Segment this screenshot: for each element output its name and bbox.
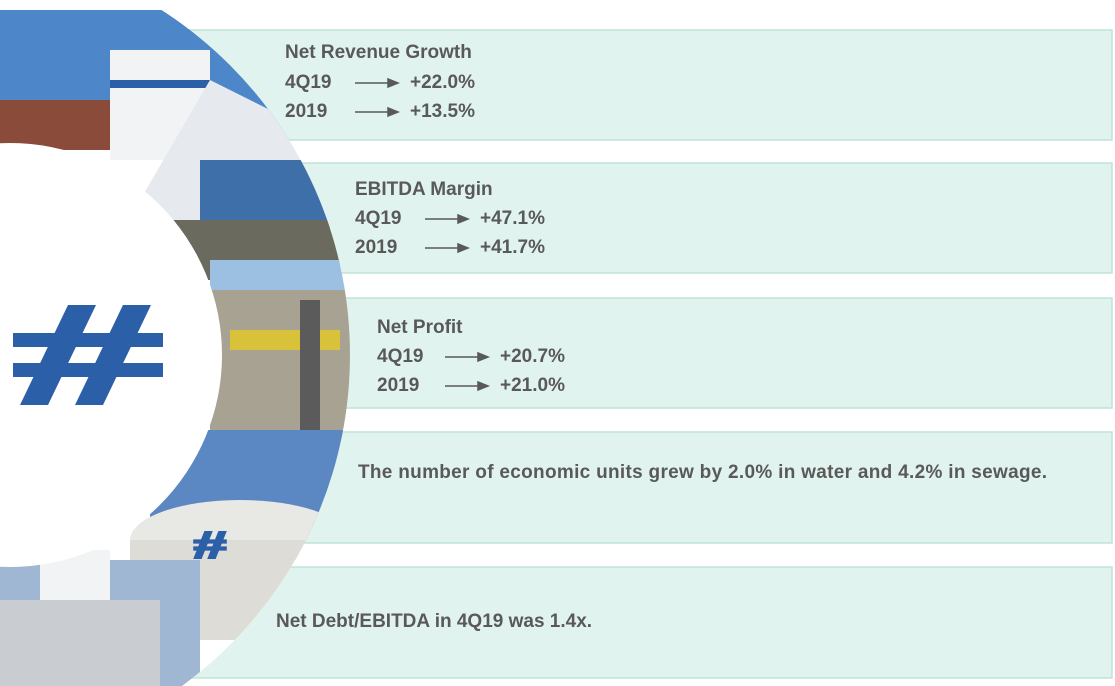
logo bbox=[13, 305, 163, 405]
period: 2019 bbox=[377, 375, 420, 396]
value: +22.0% bbox=[410, 72, 475, 93]
note: The number of economic units grew by 2.0… bbox=[358, 462, 1048, 483]
panel-title: Net Profit bbox=[377, 317, 463, 338]
period: 2019 bbox=[355, 237, 398, 258]
note: Net Debt/EBITDA in 4Q19 was 1.4x. bbox=[276, 611, 593, 632]
arrows bbox=[355, 77, 491, 392]
period: 2019 bbox=[285, 101, 328, 122]
panel-title: EBITDA Margin bbox=[355, 179, 493, 200]
value: +13.5% bbox=[410, 101, 475, 122]
value: +21.0% bbox=[500, 375, 565, 396]
value: +47.1% bbox=[480, 208, 545, 229]
value: +41.7% bbox=[480, 237, 545, 258]
period: 4Q19 bbox=[355, 208, 402, 229]
panel-title: Net Revenue Growth bbox=[285, 42, 472, 63]
value: +20.7% bbox=[500, 346, 565, 367]
period: 4Q19 bbox=[285, 72, 332, 93]
period: 4Q19 bbox=[377, 346, 424, 367]
